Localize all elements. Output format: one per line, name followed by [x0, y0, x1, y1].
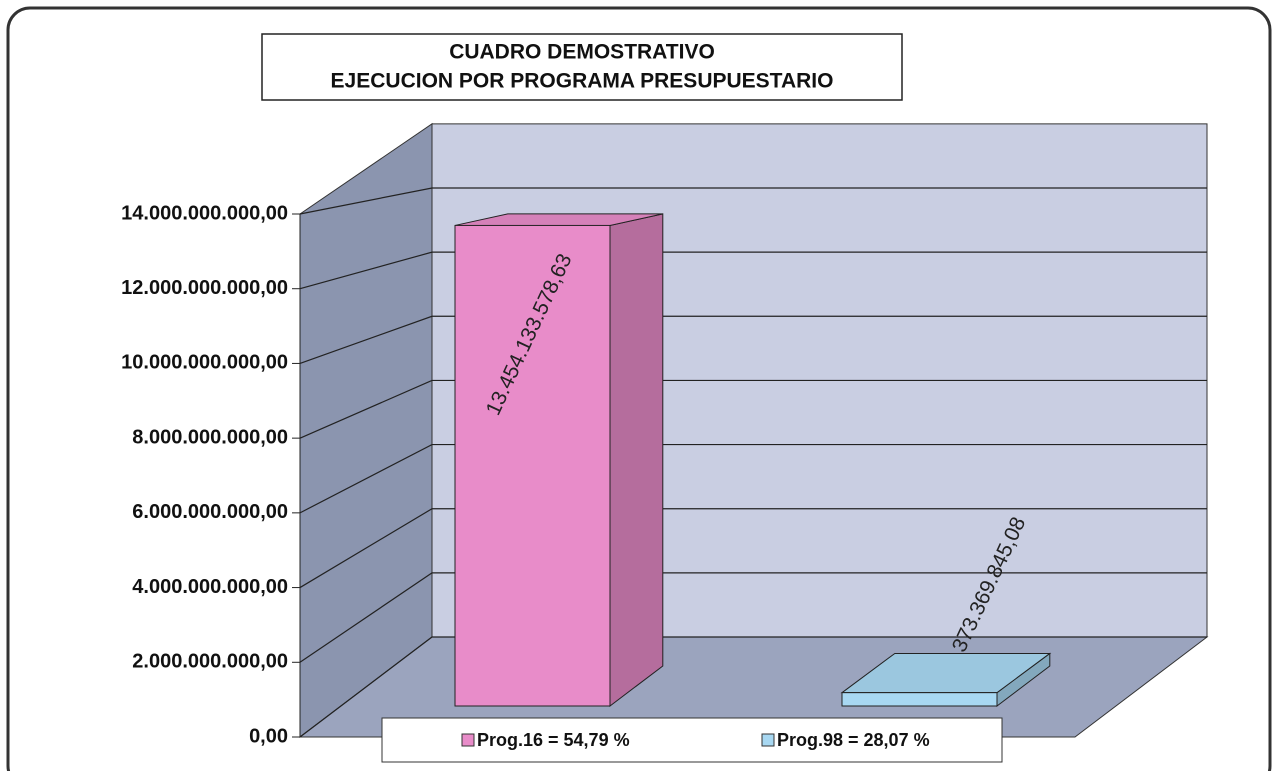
plot-area: 0,00 2.000.000.000,00 4.000.000.000,00 6.00… [121, 122, 1209, 747]
grid-line [299, 315, 1207, 364]
bar-front [841, 692, 998, 707]
y-tick-label: 6.000.000.000,00 [132, 501, 288, 523]
chart-subtitle: EJECUCION POR PROGRAMA PRESUPUESTARIO [331, 70, 834, 93]
grid-line [299, 636, 1207, 738]
grid-line [299, 251, 1207, 290]
title-box [261, 33, 903, 101]
grid-line [299, 379, 1207, 439]
y-tick-label: 12.000.000.000,00 [121, 277, 288, 299]
grid-line [299, 443, 1207, 514]
legend-box [381, 717, 1003, 763]
grid-line [299, 572, 1207, 663]
grid-line [299, 187, 1207, 215]
y-tick-label: 10.000.000.000,00 [121, 352, 288, 374]
bar-side [609, 213, 664, 708]
y-tick-label: 4.000.000.000,00 [132, 576, 288, 598]
left-wall [299, 122, 433, 739]
y-tick-label: 2.000.000.000,00 [132, 651, 288, 673]
bar-front [454, 224, 611, 707]
grid-line [299, 508, 1207, 589]
legend-swatch [761, 733, 775, 747]
y-tick-label: 8.000.000.000,00 [132, 426, 288, 448]
y-tick-label: 0,00 [249, 725, 288, 747]
legend-swatch [461, 733, 475, 747]
bar [840, 652, 1052, 708]
bar [454, 213, 664, 708]
legend-label: Prog.98 = 28,07 % [777, 730, 930, 750]
chart-title: CUADRO DEMOSTRATIVO [449, 41, 715, 64]
y-tick-label: 14.000.000.000,00 [121, 202, 288, 224]
legend-label: Prog.16 = 54,79 % [477, 730, 630, 750]
